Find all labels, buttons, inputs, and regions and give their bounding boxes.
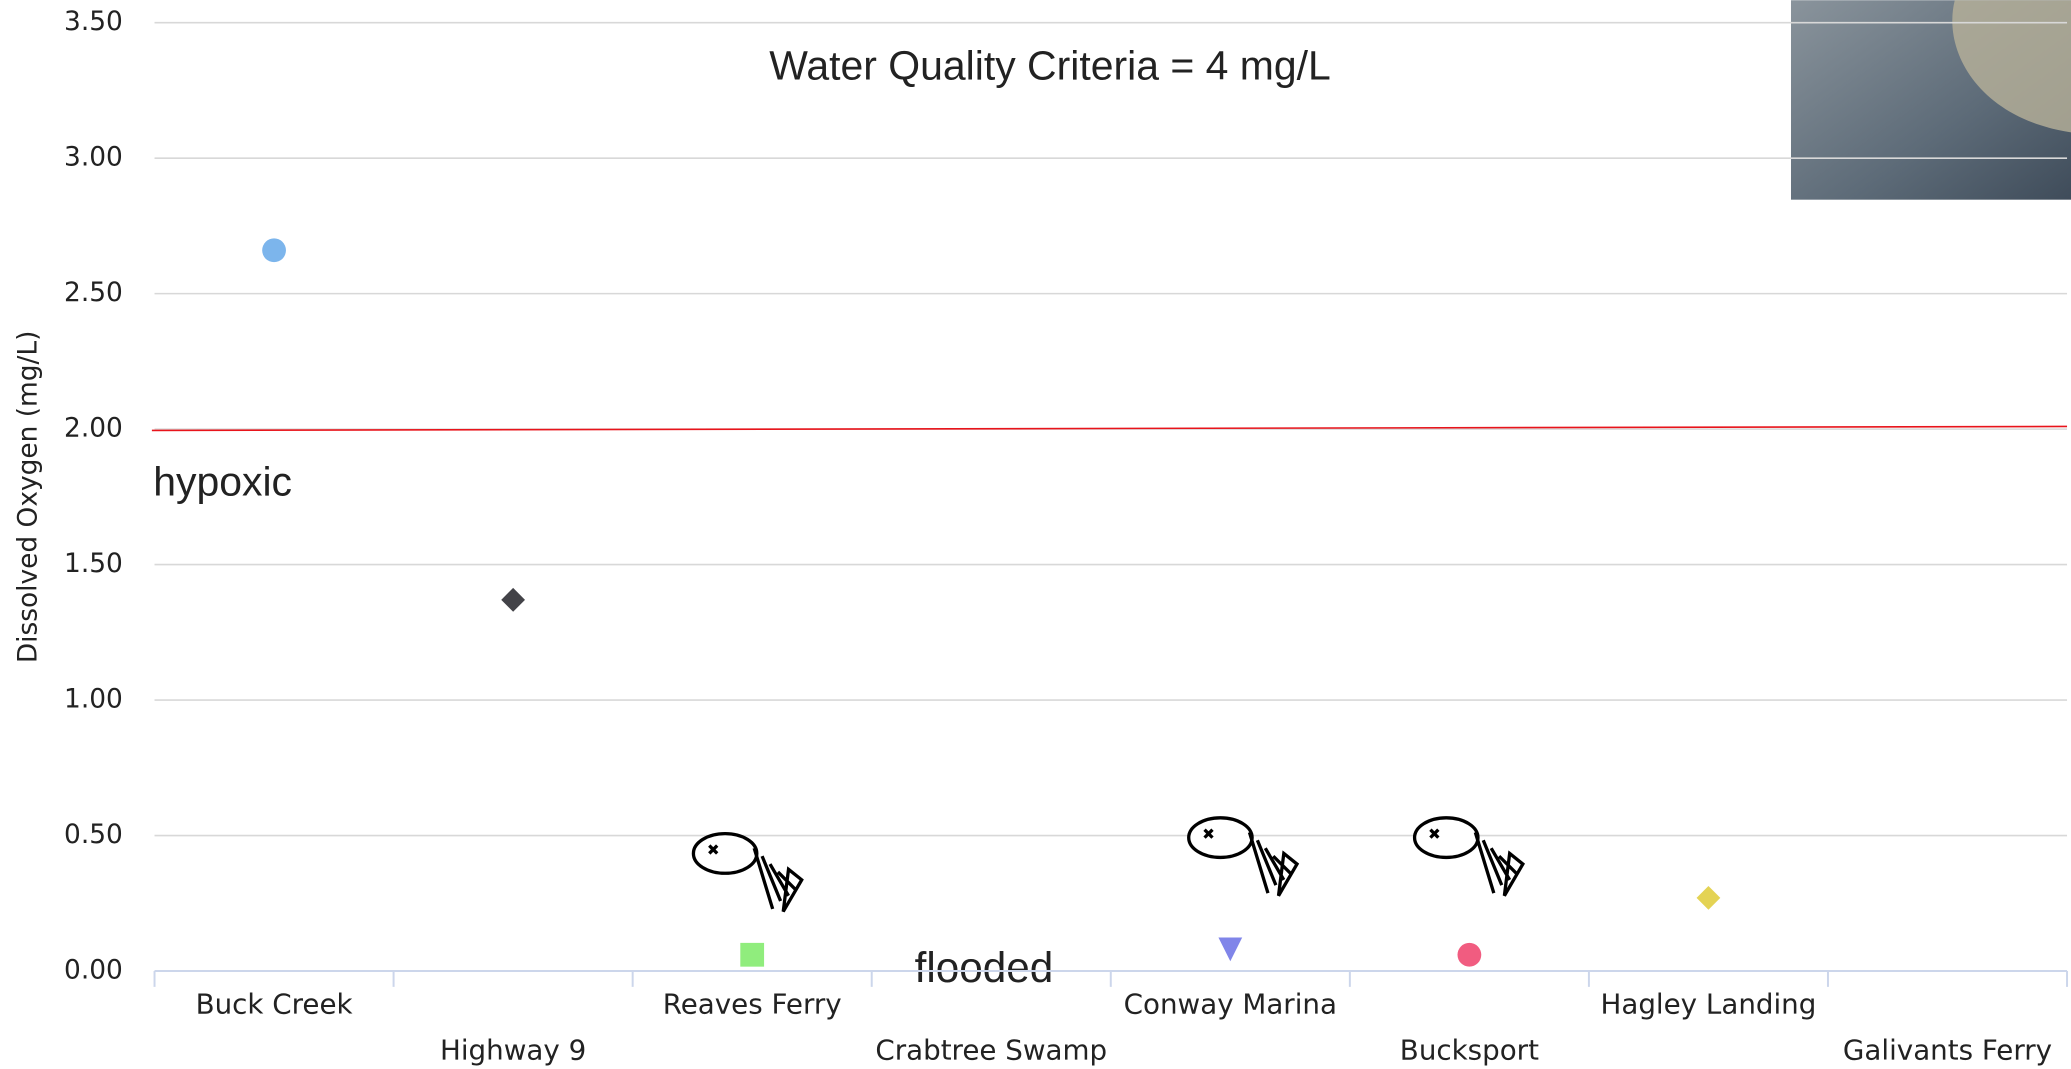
photo-detail <box>1952 0 2071 133</box>
x-tick-label: Conway Marina <box>1124 987 1337 1020</box>
chart-title: Water Quality Criteria = 4 mg/L <box>769 43 1331 89</box>
y-tick-label: 2.00 <box>64 413 123 444</box>
x-tick-label: Buck Creek <box>196 987 353 1020</box>
data-point <box>501 587 526 612</box>
fish-icon <box>1412 816 1526 897</box>
threshold-line <box>151 425 2068 432</box>
x-tick-label: Galivants Ferry <box>1843 1034 2052 1067</box>
x-tick-label: Crabtree Swamp <box>875 1034 1107 1067</box>
x-tick-label: Bucksport <box>1400 1034 1539 1067</box>
y-tick-label: 3.50 <box>64 6 123 37</box>
y-tick-label: 1.00 <box>64 684 123 715</box>
data-point <box>1218 937 1243 962</box>
y-tick-label: 0.50 <box>64 819 123 850</box>
x-tick-label: Hagley Landing <box>1601 987 1817 1020</box>
fish-icons <box>691 816 1526 913</box>
data-point <box>1696 885 1721 910</box>
y-axis-label: Dissolved Oxygen (mg/L) <box>13 331 44 664</box>
x-tick-label: Highway 9 <box>440 1034 586 1067</box>
fish-icon <box>691 832 804 913</box>
x-tick-label: Reaves Ferry <box>663 987 842 1020</box>
data-point <box>262 238 286 263</box>
y-tick-label: 3.00 <box>64 142 123 173</box>
fish-icon <box>1187 816 1300 897</box>
data-point <box>740 942 765 967</box>
data-point <box>1457 942 1482 967</box>
y-tick-label: 2.50 <box>64 277 123 308</box>
y-tick-label: 1.50 <box>64 548 123 579</box>
flooded-note: flooded <box>915 944 1054 991</box>
y-tick-label: 0.00 <box>64 955 123 986</box>
threshold-label: hypoxic <box>153 458 292 504</box>
